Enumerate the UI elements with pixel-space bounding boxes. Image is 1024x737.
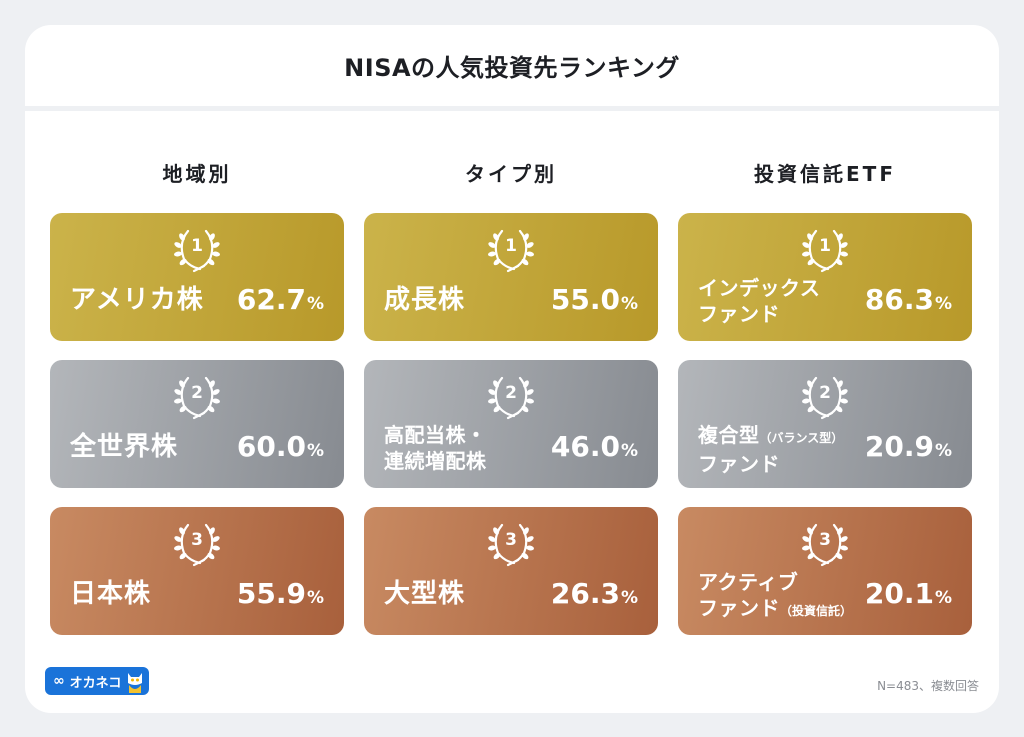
value-unit: % — [620, 588, 638, 608]
label-text: 全世界株 — [70, 432, 179, 462]
value-unit: % — [934, 588, 952, 608]
rank-value: 86.3% — [865, 285, 952, 319]
laurel-rank-icon: 1 — [172, 227, 222, 273]
rank-card-type-3: 3 大型株 26.3% — [364, 507, 658, 635]
rank-label: 日本株 — [70, 579, 151, 609]
value-number: 20.1 — [864, 577, 934, 610]
value-unit: % — [306, 294, 324, 314]
label-text: 複合型 — [698, 423, 760, 447]
rank-card-fund-1: 1 インデックス ファンド 86.3% — [678, 213, 972, 341]
label-line-1: 複合型（バランス型） — [698, 422, 843, 451]
rank-number: 3 — [505, 530, 517, 550]
label-line-1: 高配当株・ — [384, 423, 487, 447]
rank-card-fund-2: 2 複合型（バランス型） ファンド 20.9% — [678, 360, 972, 488]
rank-value: 60.0% — [237, 432, 324, 466]
value-number: 55.0 — [550, 283, 620, 316]
rank-card-type-2: 2 高配当株・ 連続増配株 46.0% — [364, 360, 658, 488]
laurel-rank-icon: 2 — [172, 374, 222, 420]
rank-label: 全世界株 — [70, 432, 178, 462]
rank-number: 1 — [191, 236, 203, 256]
label-line-1: アクティブ — [698, 570, 799, 594]
label-text: ファンド — [698, 596, 780, 620]
rank-value: 46.0% — [551, 432, 638, 466]
rank-card-region-1: 1 アメリカ株 62.7% — [50, 213, 344, 341]
label-text: 成長株 — [384, 285, 466, 315]
rank-label: 大型株 — [384, 579, 465, 609]
column-heading-fund: 投資信託ETF — [754, 162, 896, 186]
rank-card-fund-3: 3 アクティブ ファンド（投資信託） 20.1% — [678, 507, 972, 635]
rank-label: 成長株 — [384, 285, 465, 315]
label-line-1: インデックス — [698, 276, 821, 300]
rank-number: 2 — [505, 383, 517, 403]
rank-card-region-3: 3 日本株 55.9% — [50, 507, 344, 635]
laurel-rank-icon: 2 — [800, 374, 850, 420]
value-number: 46.0 — [550, 430, 620, 463]
laurel-rank-icon: 2 — [486, 374, 536, 420]
value-unit: % — [620, 441, 638, 461]
rank-label: アメリカ株 — [70, 285, 204, 315]
value-unit: % — [934, 294, 952, 314]
rank-value: 26.3% — [551, 579, 638, 613]
rank-value: 55.0% — [551, 285, 638, 319]
value-number: 20.9 — [864, 430, 934, 463]
infinity-icon: ∞ — [53, 673, 65, 689]
value-number: 86.3 — [864, 283, 934, 316]
rank-label: 複合型（バランス型） ファンド — [698, 422, 843, 477]
rank-value: 55.9% — [237, 579, 324, 613]
laurel-rank-icon: 1 — [486, 227, 536, 273]
value-unit: % — [934, 441, 952, 461]
sample-note: N=483、複数回答 — [877, 679, 979, 693]
rank-value: 20.1% — [865, 579, 952, 613]
rank-label: 高配当株・ 連続増配株 — [384, 422, 487, 474]
label-suffix: （バランス型） — [759, 431, 844, 445]
rank-label: アクティブ ファンド（投資信託） — [698, 569, 852, 624]
label-suffix: （投資信託） — [780, 604, 853, 618]
label-line-2: ファンド（投資信託） — [698, 595, 852, 624]
rank-number: 2 — [819, 383, 831, 403]
label-line-2: ファンド — [698, 452, 780, 476]
laurel-rank-icon: 3 — [486, 521, 536, 567]
column-heading-type: タイプ別 — [465, 162, 557, 186]
value-number: 26.3 — [550, 577, 620, 610]
label-line-2: ファンド — [698, 302, 780, 326]
rank-number: 2 — [191, 383, 203, 403]
value-number: 60.0 — [236, 430, 306, 463]
logo-text: オカネコ — [69, 675, 122, 691]
value-number: 62.7 — [236, 283, 306, 316]
laurel-rank-icon: 3 — [172, 521, 222, 567]
value-unit: % — [306, 588, 324, 608]
rank-value: 62.7% — [237, 285, 324, 319]
header: NISAの人気投資先ランキング — [25, 25, 999, 111]
rank-value: 20.9% — [865, 432, 952, 466]
rank-card-type-1: 1 成長株 55.0% — [364, 213, 658, 341]
label-text: アメリカ株 — [70, 285, 204, 315]
value-unit: % — [306, 441, 324, 461]
rank-number: 3 — [191, 530, 203, 550]
laurel-rank-icon: 3 — [800, 521, 850, 567]
page-title: NISAの人気投資先ランキング — [344, 54, 680, 82]
rank-number: 1 — [819, 236, 831, 256]
label-line-2: 連続増配株 — [384, 449, 487, 473]
laurel-rank-icon: 1 — [800, 227, 850, 273]
rank-number: 1 — [505, 236, 517, 256]
rank-label: インデックス ファンド — [698, 275, 820, 327]
value-number: 55.9 — [236, 577, 306, 610]
infographic-card: NISAの人気投資先ランキング 地域別 タイプ別 投資信託ETF 1 アメリカ株… — [25, 25, 999, 713]
value-unit: % — [620, 294, 638, 314]
rank-number: 3 — [819, 530, 831, 550]
label-text: 日本株 — [70, 579, 152, 609]
label-text: 大型株 — [384, 579, 466, 609]
column-heading-region: 地域別 — [162, 162, 232, 186]
okaneko-logo[interactable]: ∞ オカネコ — [45, 667, 149, 695]
cat-mascot-icon — [125, 669, 145, 693]
rank-card-region-2: 2 全世界株 60.0% — [50, 360, 344, 488]
